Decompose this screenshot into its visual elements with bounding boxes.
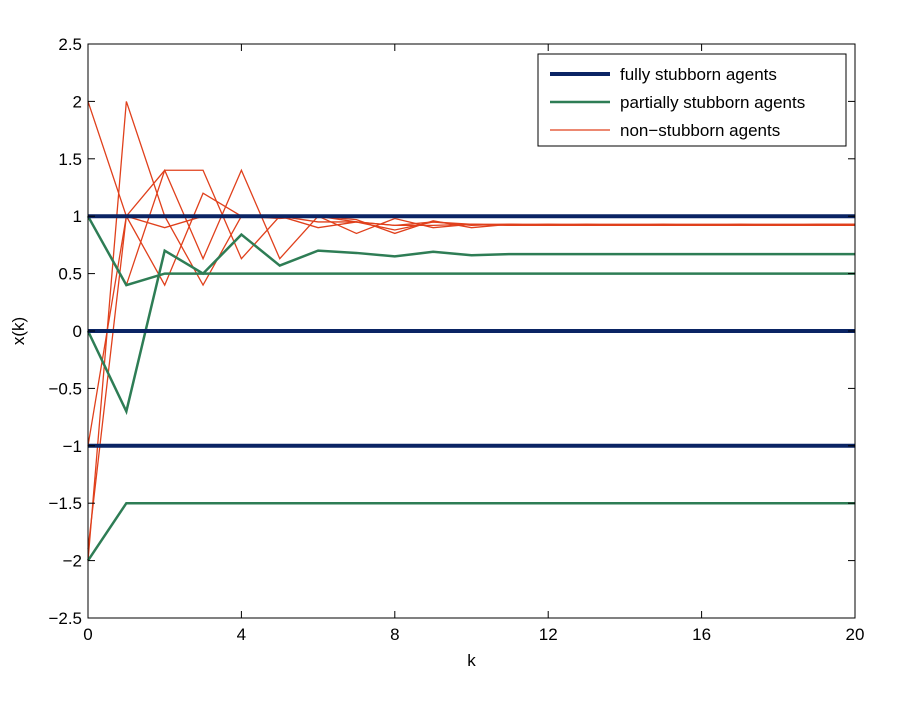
y-tick-label: 0	[73, 322, 82, 341]
series-layer	[86, 101, 855, 562]
y-tick-label: −0.5	[48, 379, 82, 398]
partially-agent-line-5	[86, 501, 855, 562]
y-axis-label: x(k)	[9, 317, 28, 345]
x-tick-label: 16	[692, 625, 711, 644]
y-tick-label: −2.5	[48, 609, 82, 628]
legend-box	[537, 53, 847, 147]
x-tick-label: 20	[846, 625, 865, 644]
partially-agent-line-4	[86, 232, 855, 416]
y-tick-label: 1	[73, 207, 82, 226]
y-tick-label: −1	[63, 437, 82, 456]
x-tick-label: 12	[539, 625, 558, 644]
y-tick-label: 2	[73, 92, 82, 111]
y-tick-label: 2.5	[58, 35, 82, 54]
y-tick-label: 0.5	[58, 265, 82, 284]
legend-label-fully: fully stubborn agents	[620, 65, 777, 84]
legend: fully stubborn agents partially stubborn …	[537, 53, 847, 147]
ticks-layer: 0 4 8 12 16 20 −2.5 −2 −1.5 −1 −0.5 0 0.5 1 1.5 2 2.5	[48, 35, 864, 644]
x-axis-label: k	[467, 651, 476, 670]
x-tick-label: 4	[237, 625, 246, 644]
y-tick-label: −1.5	[48, 494, 82, 513]
y-tick-label: 1.5	[58, 150, 82, 169]
legend-label-non: non−stubborn agents	[620, 121, 780, 140]
x-tick-label: 0	[83, 625, 92, 644]
y-tick-label: −2	[63, 552, 82, 571]
legend-label-partially: partially stubborn agents	[620, 93, 805, 112]
x-tick-label: 8	[390, 625, 399, 644]
partially-agent-line-3	[86, 215, 855, 287]
